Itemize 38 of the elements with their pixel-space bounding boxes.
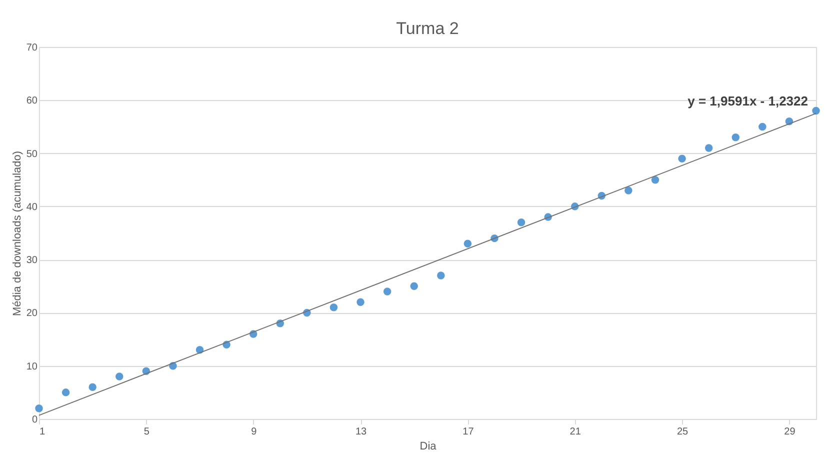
point (437, 272, 445, 280)
chart-title: Turma 2 (396, 19, 459, 38)
point (624, 186, 632, 194)
x-tick-label: 25 (676, 426, 689, 438)
point (356, 298, 364, 306)
point (88, 383, 96, 391)
annotation: y = 1,9591x - 1,2322 (688, 93, 808, 108)
y-tick-label: 30 (26, 255, 38, 266)
x-tick-label: 29 (784, 426, 796, 438)
y-tick-label: 10 (26, 361, 38, 372)
point (678, 154, 686, 162)
point (464, 240, 472, 248)
x-tick-label: 5 (144, 426, 150, 438)
x-tick-label: 13 (355, 426, 368, 438)
point (330, 304, 338, 312)
y-tick-label: 60 (26, 96, 38, 107)
point (35, 404, 43, 412)
point (517, 218, 526, 226)
y-tick-label: 70 (26, 42, 38, 54)
point (410, 282, 418, 290)
point (758, 122, 766, 131)
x-axis-title: Dia (420, 440, 438, 452)
point (812, 106, 820, 115)
y-tick-label: 0 (32, 414, 38, 426)
x-tick-label: 1 (40, 426, 46, 438)
point (383, 288, 392, 296)
point (651, 176, 660, 184)
x-tick-label: 9 (251, 426, 258, 438)
y-tick-label: 20 (26, 308, 38, 320)
y-tick-label: 50 (26, 148, 38, 160)
point (704, 144, 713, 152)
point (732, 133, 740, 142)
point (62, 388, 70, 396)
y-tick-label: 40 (26, 202, 38, 213)
point (116, 372, 124, 380)
x-tick-label: 17 (462, 426, 474, 438)
y-axis-title: Média de downloads (acumulado) (11, 150, 24, 316)
x-tick-label: 21 (570, 426, 582, 438)
